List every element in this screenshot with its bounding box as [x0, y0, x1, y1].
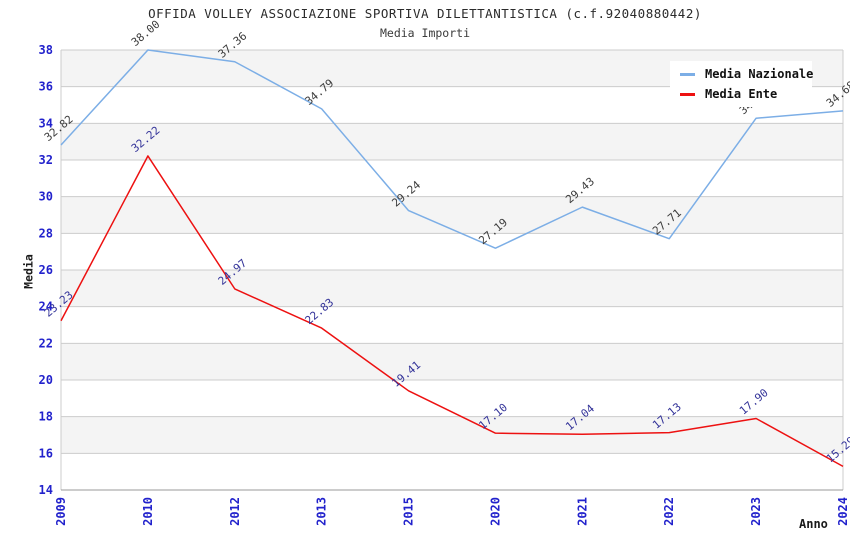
- legend-item-media-ente: Media Ente: [680, 87, 802, 101]
- legend-item-media-nazionale: Media Nazionale: [680, 67, 813, 81]
- y-tick-label: 34: [39, 116, 53, 130]
- y-tick-label: 32: [39, 153, 53, 167]
- x-tick-label: 2010: [141, 497, 155, 526]
- y-tick-label: 18: [39, 410, 53, 424]
- x-tick-label: 2015: [402, 497, 416, 526]
- x-tick-label: 2020: [488, 497, 502, 526]
- x-tick-label: 2023: [749, 497, 763, 526]
- x-tick-label: 2012: [228, 497, 242, 526]
- plot-band: [61, 270, 843, 307]
- plot-band: [61, 196, 843, 234]
- legend-label: Media Ente: [705, 87, 778, 101]
- y-tick-label: 16: [39, 446, 53, 460]
- y-tick-label: 38: [39, 43, 53, 57]
- x-tick-label: 2009: [54, 497, 68, 526]
- legend-label: Media Nazionale: [705, 67, 814, 81]
- y-axis-title: Media: [21, 254, 36, 289]
- series-line-media-ente: [60, 155, 844, 468]
- legend: Media Nazionale Media Ente: [670, 61, 813, 107]
- x-tick-label: 2021: [575, 497, 589, 526]
- chart-title: OFFIDA VOLLEY ASSOCIAZIONE SPORTIVA DILE…: [148, 6, 702, 21]
- legend-marker-icon: [680, 72, 695, 76]
- x-axis-title: Anno: [799, 517, 828, 531]
- legend-marker-icon: [680, 92, 695, 96]
- y-tick-label: 28: [39, 226, 53, 240]
- chart-subtitle: Media Importi: [379, 26, 470, 40]
- plot-band: [61, 343, 843, 380]
- y-tick-label: 20: [39, 373, 53, 387]
- x-tick-label: 2022: [662, 497, 676, 526]
- data-label: 17.90: [737, 386, 771, 417]
- y-tick-label: 36: [39, 80, 53, 94]
- plot-band: [61, 123, 843, 160]
- series-line-media-nazionale: [60, 49, 844, 249]
- y-tick-label: 26: [39, 263, 53, 277]
- x-tick-label: 2013: [315, 497, 329, 526]
- y-tick-label: 30: [39, 190, 53, 204]
- y-tick-label: 22: [39, 336, 53, 350]
- x-tick-label: 2024: [836, 497, 850, 526]
- y-tick-label: 14: [39, 483, 53, 497]
- y-tick-label: 24: [39, 300, 53, 314]
- plot-band: [61, 416, 843, 454]
